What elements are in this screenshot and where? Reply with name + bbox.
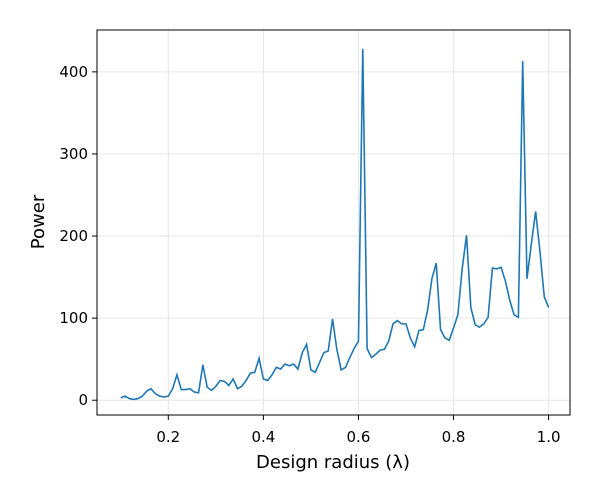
y-tick-label: 0 — [78, 391, 88, 409]
x-axis-label: Design radius (λ) — [256, 452, 410, 473]
y-tick-label: 300 — [59, 145, 88, 163]
plot-frame — [96, 29, 571, 416]
x-tick-label: 1.0 — [537, 428, 561, 446]
x-tick-label: 0.2 — [156, 428, 180, 446]
y-tick-label: 400 — [59, 63, 88, 81]
x-tick-label: 0.6 — [347, 428, 371, 446]
y-tick-label: 100 — [59, 309, 88, 327]
y-axis-label: Power — [28, 194, 49, 249]
y-tick-label: 200 — [59, 227, 88, 245]
data-line — [120, 48, 550, 401]
x-tick-label: 0.8 — [442, 428, 466, 446]
x-tick-label: 0.4 — [251, 428, 275, 446]
